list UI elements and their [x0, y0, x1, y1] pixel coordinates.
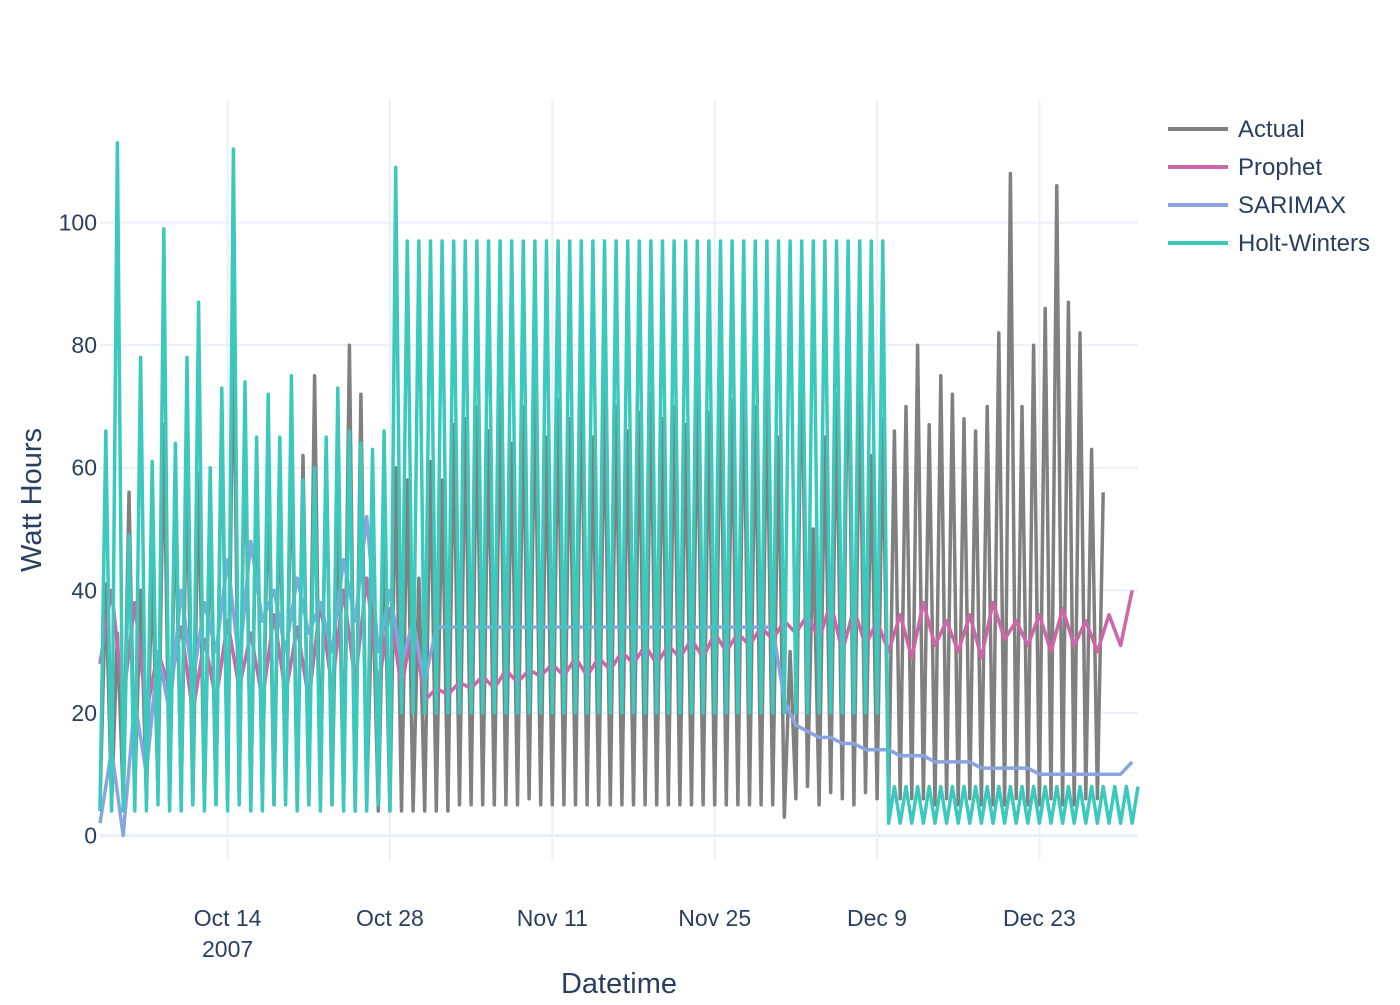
y-tick-label: 20	[71, 700, 97, 726]
y-tick-label: 80	[71, 332, 97, 358]
legend-label: Actual	[1238, 116, 1305, 143]
y-tick-label: 0	[84, 822, 97, 848]
x-tick-label: Oct 14	[194, 905, 262, 931]
y-tick-label: 40	[71, 577, 97, 603]
legend-label: Prophet	[1238, 154, 1322, 181]
plot-area	[98, 141, 1140, 838]
x-tick-label: Oct 28	[356, 905, 424, 931]
x-tick-label: Dec 9	[847, 905, 907, 931]
legend[interactable]: Actual Prophet SARIMAX Holt-Winters	[1168, 116, 1370, 257]
y-axis-title: Watt Hours	[16, 428, 48, 572]
x-axis-ticks: Oct 14 2007 Oct 28 Nov 11 Nov 25 Dec 9 Dec 23	[194, 905, 1076, 962]
legend-item-sarimax[interactable]: SARIMAX	[1168, 192, 1346, 219]
legend-label: SARIMAX	[1238, 192, 1346, 219]
x-axis-title: Datetime	[561, 968, 677, 1000]
y-axis-ticks: 0 20 40 60 80 100	[59, 210, 97, 849]
legend-item-holt-winters[interactable]: Holt-Winters	[1168, 230, 1370, 257]
x-tick-label: Dec 23	[1003, 905, 1076, 931]
legend-item-prophet[interactable]: Prophet	[1168, 154, 1322, 181]
legend-item-actual[interactable]: Actual	[1168, 116, 1305, 143]
x-tick-label: Nov 11	[517, 905, 588, 931]
series-line-holt-winters	[98, 141, 1140, 825]
y-tick-label: 100	[59, 210, 97, 236]
x-tick-sublabel: 2007	[202, 936, 253, 962]
y-tick-label: 60	[71, 455, 97, 481]
x-tick-label: Nov 25	[678, 905, 751, 931]
legend-label: Holt-Winters	[1238, 230, 1370, 257]
